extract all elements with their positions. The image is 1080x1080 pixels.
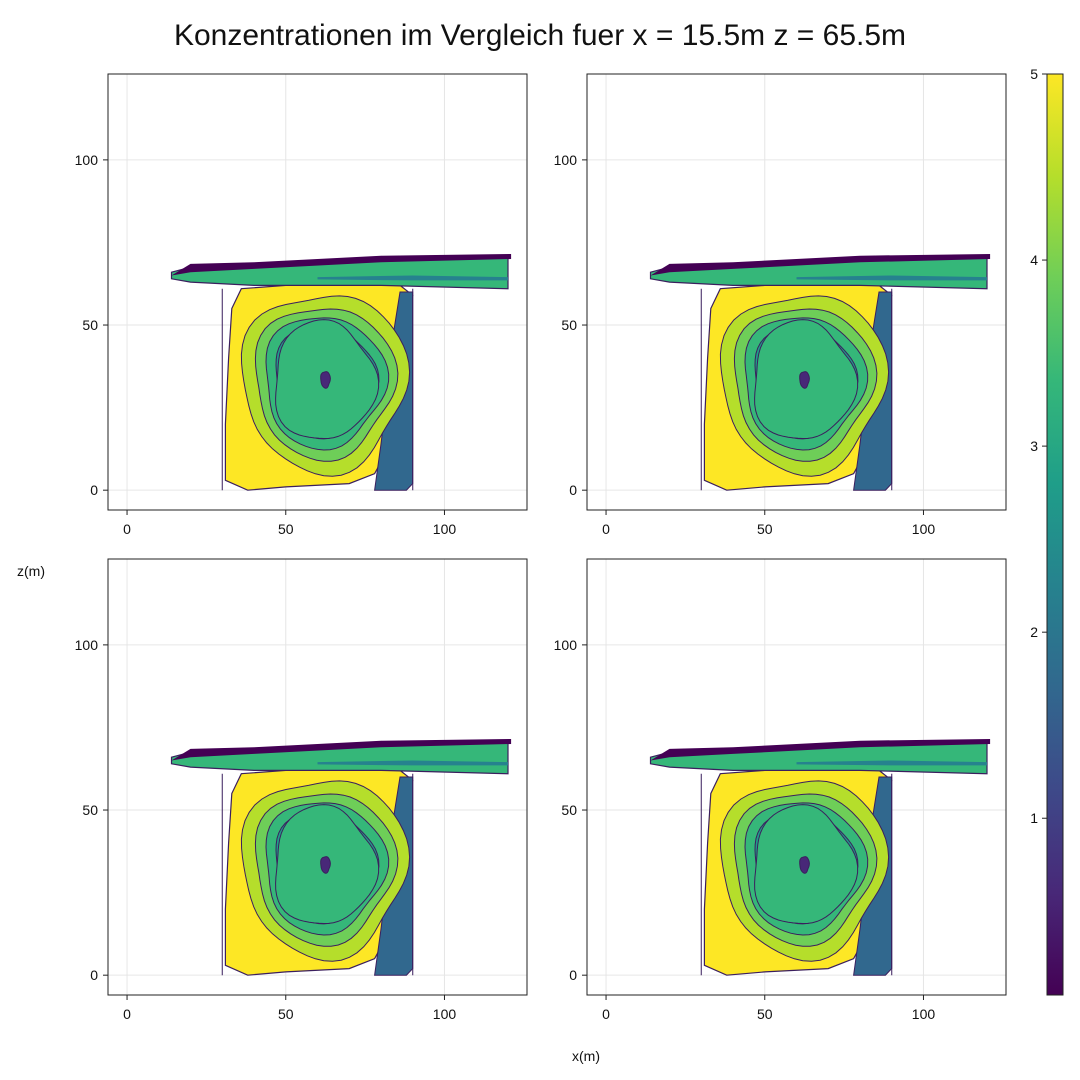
y-tick-label-0: 0 [569, 482, 577, 498]
jet-band-core [317, 760, 508, 766]
jet-band-core [796, 275, 987, 281]
x-tick-label-50: 50 [757, 1006, 773, 1022]
jet-band-edge [171, 254, 512, 276]
y-tick-label-0: 0 [569, 967, 577, 983]
y-tick-label-100: 100 [75, 637, 99, 653]
colorbar-tick-label-1: 1 [1030, 810, 1038, 826]
contour-field [170, 739, 512, 976]
contour-minimum [320, 371, 331, 389]
plot-frame [586, 73, 1007, 511]
x-tick-label-100: 100 [433, 521, 457, 537]
colorbar-tick-label-3: 3 [1030, 438, 1038, 454]
subplot-1: 0 50 100 0 50 100 [75, 73, 528, 537]
x-tick-label-0: 0 [123, 521, 131, 537]
contour-field [649, 254, 991, 491]
colorbar-gradient [1046, 73, 1064, 996]
x-axis-label: x(m) [572, 1048, 600, 1064]
x-tick-label-50: 50 [278, 521, 294, 537]
x-tick-label-0: 0 [602, 1006, 610, 1022]
colorbar: 1 2 3 4 5 [1030, 66, 1064, 996]
plot-frame [586, 558, 1007, 996]
subplot-2: 0 50 100 0 50 100 [554, 73, 1007, 537]
jet-band-edge [650, 739, 991, 761]
x-tick-label-0: 0 [602, 521, 610, 537]
contour-field [649, 739, 991, 976]
y-tick-label-0: 0 [90, 967, 98, 983]
plot-frame [107, 73, 528, 511]
colorbar-tick-label-5: 5 [1030, 66, 1038, 82]
x-tick-label-100: 100 [433, 1006, 457, 1022]
contour-minimum [320, 856, 331, 874]
subplot-4: 0 50 100 0 50 100 [554, 558, 1007, 1022]
y-tick-label-50: 50 [561, 317, 577, 333]
y-tick-label-50: 50 [561, 802, 577, 818]
chart-title: Konzentrationen im Vergleich fuer x = 15… [174, 19, 906, 52]
jet-band-edge [650, 254, 991, 276]
subplot-3: 0 50 100 0 50 100 [75, 558, 528, 1022]
contour-minimum [799, 371, 810, 389]
colorbar-tick-label-4: 4 [1030, 252, 1038, 268]
y-tick-label-50: 50 [82, 802, 98, 818]
y-axis-label: z(m) [17, 563, 45, 579]
y-tick-label-100: 100 [554, 152, 578, 168]
y-tick-label-50: 50 [82, 317, 98, 333]
contour-minimum [799, 856, 810, 874]
x-tick-label-50: 50 [278, 1006, 294, 1022]
subplots: 0 50 100 0 50 100 0 50 100 0 50 100 0 50 100 0 50 100 0 50 1… [75, 73, 1007, 1022]
x-tick-label-0: 0 [123, 1006, 131, 1022]
x-tick-label-100: 100 [912, 1006, 936, 1022]
contour-field [170, 254, 512, 491]
colorbar-tick-label-2: 2 [1030, 624, 1038, 640]
plot-frame [107, 558, 528, 996]
x-tick-label-100: 100 [912, 521, 936, 537]
x-tick-label-50: 50 [757, 521, 773, 537]
y-tick-label-0: 0 [90, 482, 98, 498]
jet-band-core [796, 760, 987, 766]
jet-band-edge [171, 739, 512, 761]
y-tick-label-100: 100 [554, 637, 578, 653]
y-tick-label-100: 100 [75, 152, 99, 168]
jet-band-core [317, 275, 508, 281]
